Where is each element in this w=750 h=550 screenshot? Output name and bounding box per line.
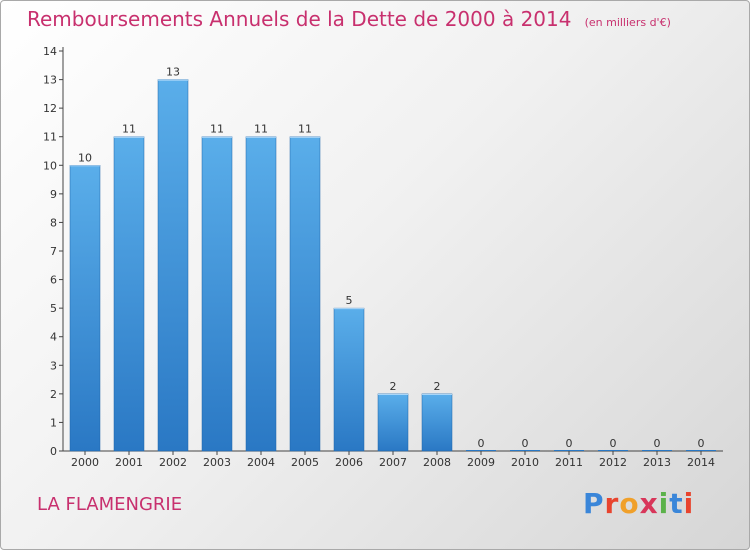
bar: [157, 79, 189, 452]
x-tick-label: 2008: [423, 456, 451, 469]
logo-letter: o: [619, 487, 640, 520]
bar-value-label: 0: [610, 437, 617, 450]
y-tick-label: 6: [50, 274, 57, 287]
x-tick-label: 2006: [335, 456, 363, 469]
x-tick-label: 2003: [203, 456, 231, 469]
bar-value-label: 11: [210, 123, 224, 136]
x-tick-label: 2005: [291, 456, 319, 469]
bar-value-label: 13: [166, 66, 180, 79]
x-tick-label: 2009: [467, 456, 495, 469]
y-tick-label: 9: [50, 188, 57, 201]
x-tick-label: 2011: [555, 456, 583, 469]
x-tick-label: 2004: [247, 456, 275, 469]
y-tick-label: 14: [43, 45, 57, 58]
x-tick-label: 2013: [643, 456, 671, 469]
bar: [333, 307, 365, 452]
bar-value-label: 0: [566, 437, 573, 450]
bar: [201, 136, 233, 452]
bar-value-label: 5: [346, 294, 353, 307]
logo-letter: x: [639, 487, 659, 520]
x-tick-label: 2012: [599, 456, 627, 469]
proxiti-logo[interactable]: Proxiti: [583, 487, 694, 520]
x-tick-label: 2000: [71, 456, 99, 469]
x-tick-label: 2001: [115, 456, 143, 469]
x-tick-label: 2010: [511, 456, 539, 469]
y-tick-label: 2: [50, 388, 57, 401]
logo-letter: t: [669, 487, 684, 520]
bar: [69, 165, 101, 452]
bar-value-label: 10: [78, 151, 92, 164]
bar: [421, 393, 453, 452]
commune-name: LA FLAMENGRIE: [37, 494, 183, 515]
bar-value-label: 0: [522, 437, 529, 450]
y-tick-label: 8: [50, 216, 57, 229]
y-tick-label: 3: [50, 359, 57, 372]
bar-value-label: 11: [122, 123, 136, 136]
logo-letter: i: [658, 487, 670, 520]
chart-title: Remboursements Annuels de la Dette de 20…: [27, 7, 572, 31]
x-tick-label: 2014: [687, 456, 715, 469]
chart-subtitle: (en milliers d'€): [584, 16, 671, 29]
y-tick-label: 7: [50, 245, 57, 258]
y-tick-label: 1: [50, 416, 57, 429]
x-tick-label: 2007: [379, 456, 407, 469]
bar-value-label: 0: [654, 437, 661, 450]
bar-value-label: 0: [698, 437, 705, 450]
bar-value-label: 11: [254, 123, 268, 136]
bar-value-label: 2: [434, 380, 441, 393]
title-row: Remboursements Annuels de la Dette de 20…: [27, 7, 671, 31]
y-tick-label: 12: [43, 102, 57, 115]
y-tick-label: 11: [43, 131, 57, 144]
labels: 1020001120011320021120031120041120055200…: [71, 66, 715, 469]
logo-letter: i: [683, 487, 695, 520]
y-tick-label: 4: [50, 331, 57, 344]
bar-value-label: 0: [478, 437, 485, 450]
bar-value-label: 11: [298, 123, 312, 136]
x-tick-label: 2002: [159, 456, 187, 469]
y-tick-label: 5: [50, 302, 57, 315]
bar: [377, 393, 409, 452]
y-tick-label: 13: [43, 74, 57, 87]
y-tick-label: 10: [43, 159, 57, 172]
logo-letter: r: [604, 487, 620, 520]
bar-value-label: 2: [390, 380, 397, 393]
y-tick-label: 0: [50, 445, 57, 458]
bars: [69, 79, 716, 452]
bar: [113, 136, 145, 452]
logo-letter: P: [583, 487, 605, 520]
bar: [245, 136, 277, 452]
bar: [289, 136, 321, 452]
